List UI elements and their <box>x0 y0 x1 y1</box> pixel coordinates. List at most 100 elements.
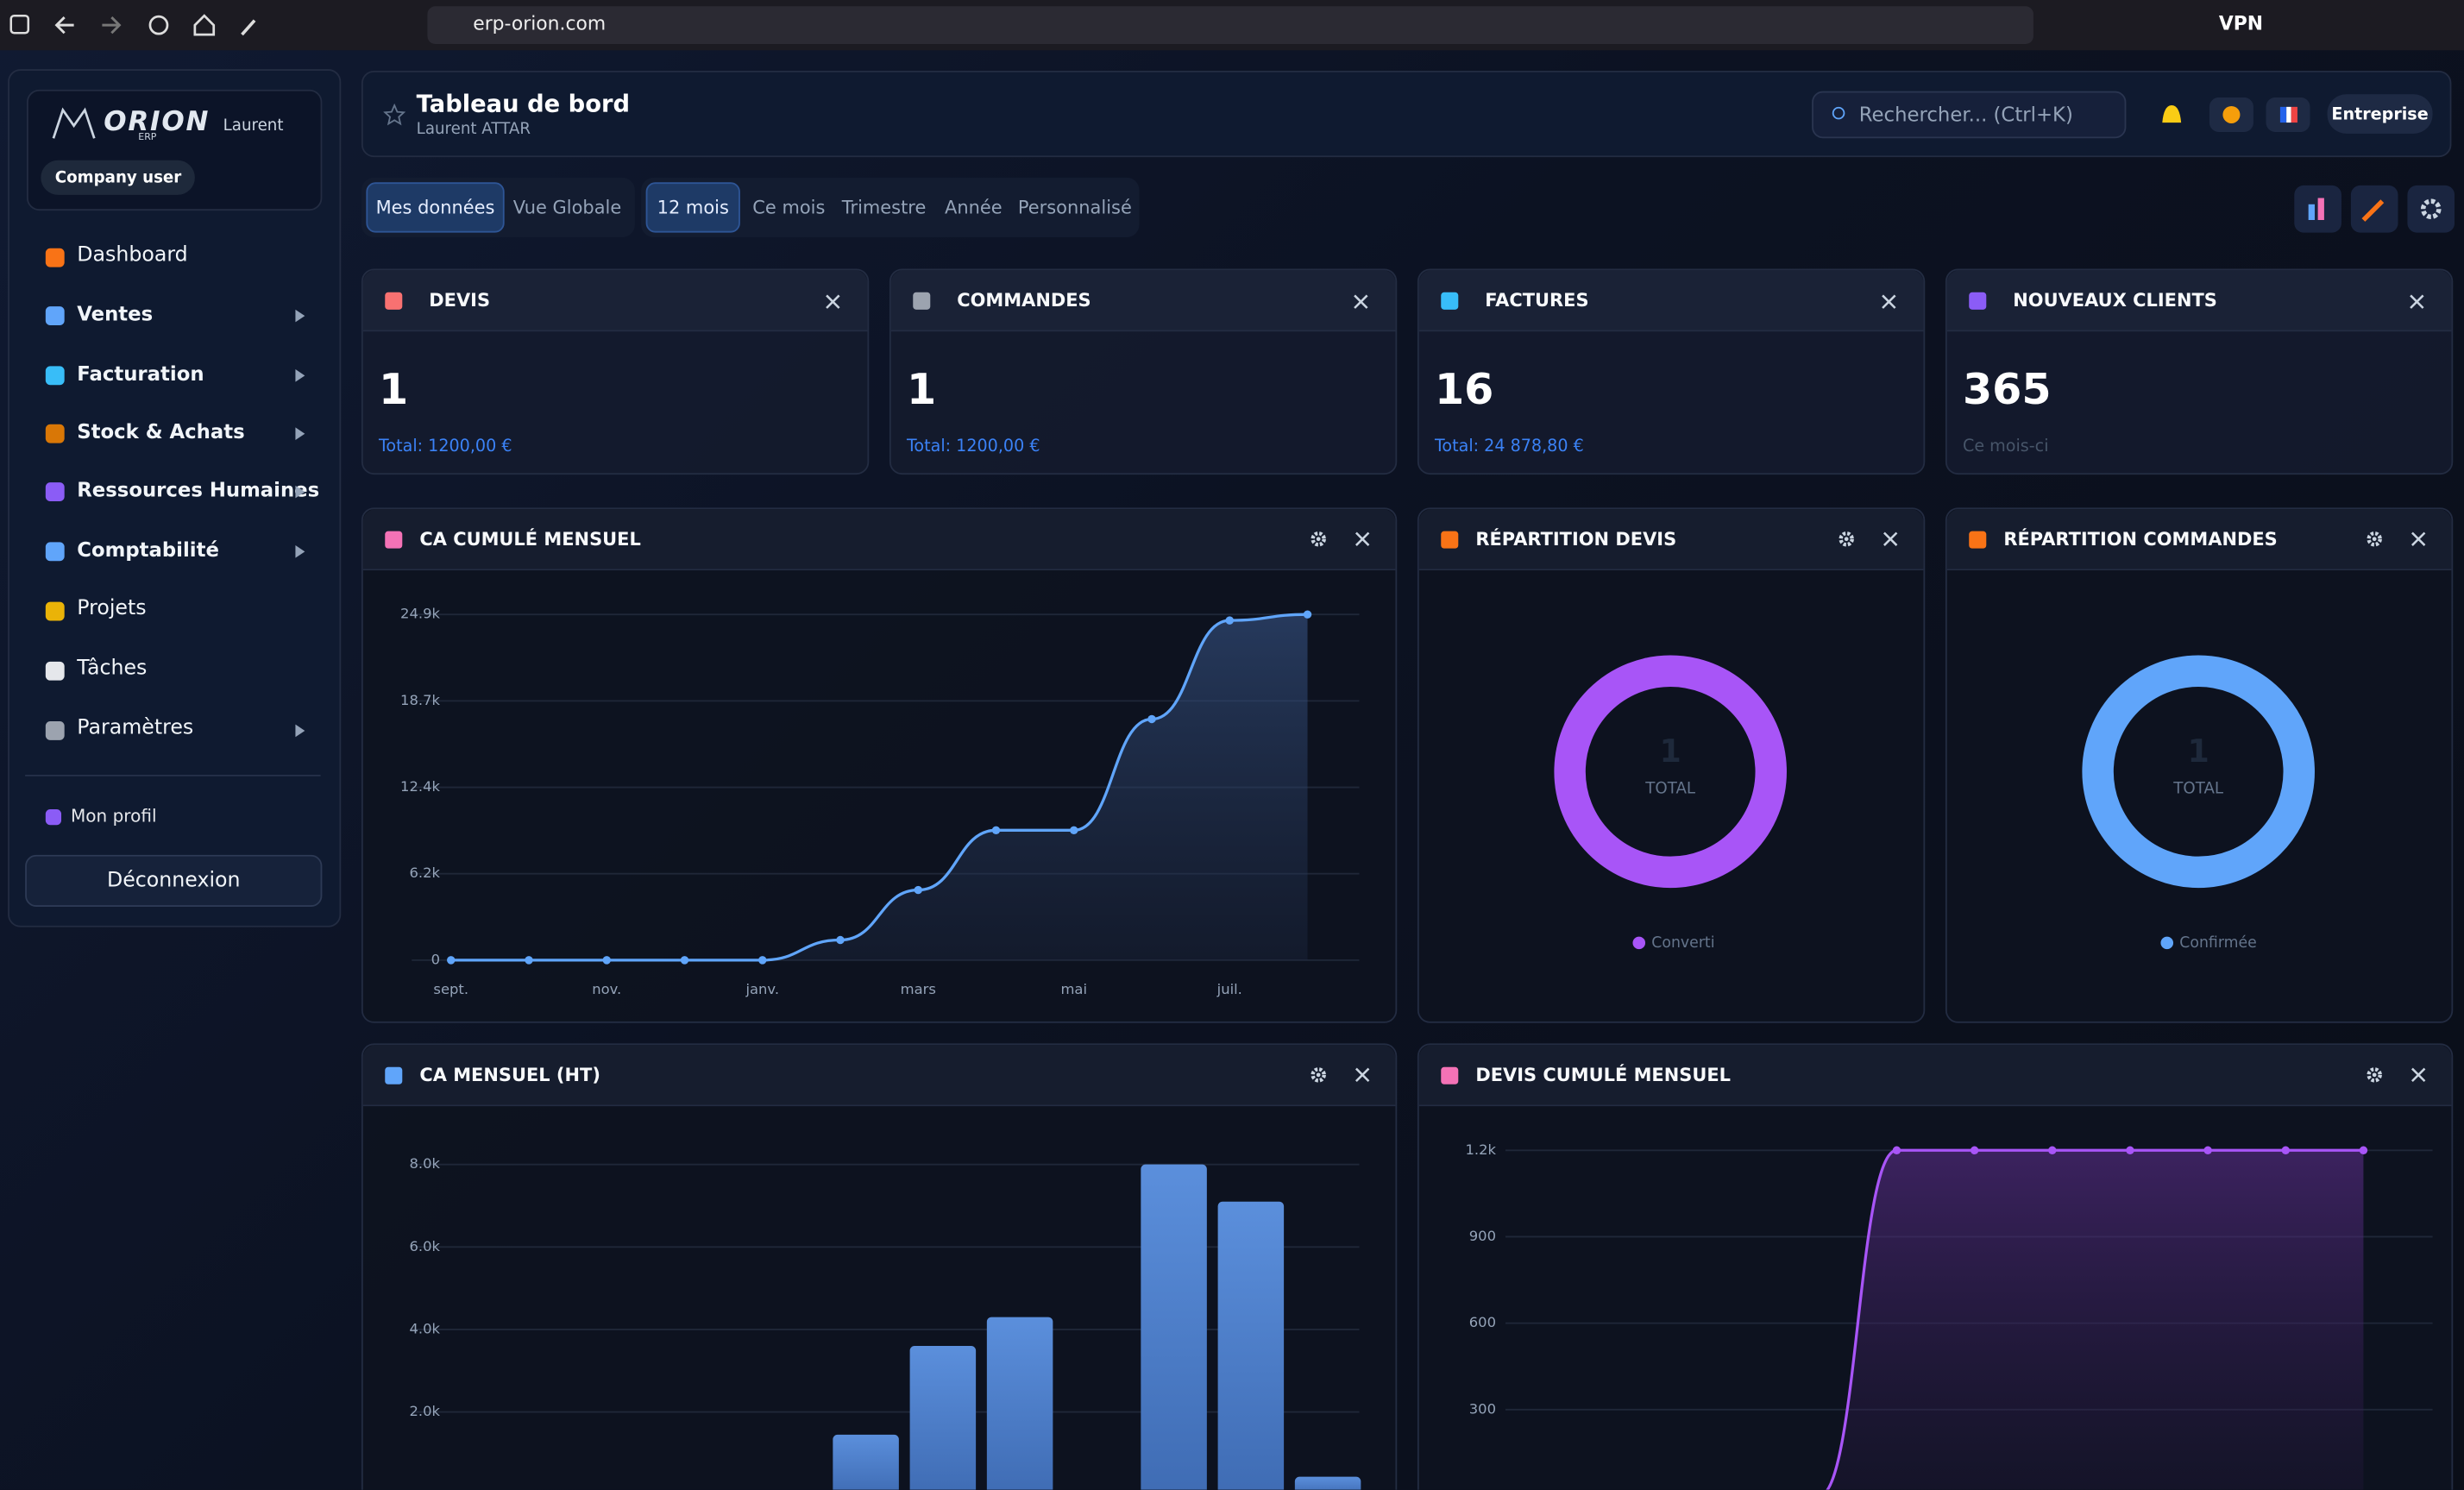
gear-icon[interactable] <box>1837 530 1856 549</box>
logout-button[interactable]: Déconnexion <box>25 854 323 907</box>
period-chip[interactable]: Ce mois <box>752 196 826 219</box>
kpi-value: 365 <box>1962 366 2052 415</box>
nav-icon <box>45 542 65 562</box>
submenu-arrow <box>295 485 305 499</box>
close-icon[interactable] <box>2409 530 2428 549</box>
nav-icon <box>45 661 65 681</box>
donut-total-label: TOTAL <box>2172 779 2224 797</box>
gear-icon[interactable] <box>2365 1066 2384 1084</box>
point <box>602 956 611 965</box>
scope-chip[interactable]: Mes données <box>366 182 505 233</box>
page-subtitle: Laurent ATTAR <box>416 121 531 139</box>
nav-item[interactable]: Comptabilité <box>77 537 219 562</box>
nav-icon <box>45 366 65 386</box>
period-chip[interactable]: Année <box>945 196 1003 219</box>
point <box>680 956 689 965</box>
period-chip[interactable]: 12 mois <box>645 182 740 233</box>
x-tick-label: juil. <box>1216 981 1242 997</box>
nav-item[interactable]: Ressources Humaines <box>77 477 320 502</box>
chart-icon <box>385 531 403 549</box>
toolbar-icons[interactable] <box>2291 184 2455 234</box>
kpi-title: DEVIS <box>429 289 491 311</box>
kpi-header <box>890 270 1396 332</box>
nav-icon <box>45 248 65 267</box>
favorite-star[interactable] <box>383 104 405 126</box>
x-tick-label: nov. <box>592 981 621 997</box>
legend-dot <box>2160 936 2174 950</box>
point <box>914 885 922 895</box>
chart-header <box>1946 509 2452 571</box>
legend-label: Converti <box>1651 934 1714 952</box>
y-tick-label: 12.4k <box>400 778 440 795</box>
company-button[interactable]: Entreprise <box>2327 94 2433 134</box>
kpi-icon <box>385 292 403 310</box>
donut-total: 1 <box>1660 732 1681 770</box>
search-icon <box>1832 106 1845 120</box>
url-text: erp-orion.com <box>473 12 607 35</box>
chart-icon <box>1441 531 1459 549</box>
period-chip[interactable]: Personnalisé <box>1017 196 1132 219</box>
search-box[interactable] <box>1812 91 2127 139</box>
close-icon[interactable] <box>1353 530 1372 549</box>
close-icon[interactable] <box>823 292 842 311</box>
period-chip[interactable]: Trimestre <box>841 196 927 219</box>
chart-icon <box>385 1066 403 1084</box>
kpi-value: 1 <box>906 366 937 415</box>
close-icon[interactable] <box>1353 1066 1372 1084</box>
y-tick-label: 2.0k <box>409 1403 440 1419</box>
bar <box>909 1346 977 1490</box>
logo-text: ORION <box>104 106 211 139</box>
point <box>1970 1146 1979 1155</box>
nav-icon <box>45 601 65 621</box>
chart-header <box>1418 1045 2452 1107</box>
vpn-label[interactable]: VPN <box>2218 12 2264 35</box>
url-bar[interactable] <box>427 6 2033 45</box>
bar <box>1141 1164 1207 1490</box>
kpi-header <box>362 270 868 332</box>
x-tick-label: mars <box>901 981 936 997</box>
point <box>2281 1146 2291 1155</box>
gear-icon[interactable] <box>2365 530 2384 549</box>
y-tick-label: 1.2k <box>1465 1141 1496 1158</box>
submenu-arrow <box>295 427 305 441</box>
profile-icon <box>45 809 62 826</box>
point <box>1070 826 1078 835</box>
point <box>758 956 767 965</box>
nav-item[interactable]: Ventes <box>77 301 154 326</box>
close-icon[interactable] <box>2409 1066 2428 1084</box>
kpi-icon <box>1441 292 1459 310</box>
profile-link[interactable]: Mon profil <box>70 806 157 827</box>
point <box>1303 610 1312 619</box>
chart-header <box>362 1045 1396 1107</box>
close-icon[interactable] <box>2407 292 2426 311</box>
y-tick-label: 24.9k <box>400 606 440 622</box>
x-tick-label: sept. <box>433 981 468 997</box>
kpi-title: FACTURES <box>1485 289 1589 311</box>
gear-icon[interactable] <box>1309 530 1328 549</box>
search-placeholder: Rechercher... (Ctrl+K) <box>1858 102 2073 126</box>
nav-item[interactable]: Tâches <box>77 657 148 681</box>
donut-total: 1 <box>2188 732 2209 770</box>
point <box>2126 1146 2134 1155</box>
nav-item[interactable]: Facturation <box>77 361 204 386</box>
y-tick-label: 18.7k <box>400 692 440 708</box>
chart-title: CA CUMULÉ MENSUEL <box>419 528 641 550</box>
header-icons <box>2162 97 2310 133</box>
nav-item[interactable]: Projets <box>77 597 147 621</box>
donut-segment <box>1554 655 1787 889</box>
bar <box>986 1317 1053 1490</box>
scope-chip[interactable]: Vue Globale <box>512 196 622 219</box>
chart-card <box>1945 507 2454 1023</box>
close-icon[interactable] <box>1351 292 1370 311</box>
kpi-header <box>1418 270 1924 332</box>
close-icon[interactable] <box>1879 292 1898 311</box>
point <box>1892 1146 1901 1155</box>
close-icon[interactable] <box>1881 530 1900 549</box>
gear-icon[interactable] <box>1309 1066 1328 1084</box>
nav-item[interactable]: Paramètres <box>77 716 194 740</box>
nav-item[interactable]: Stock & Achats <box>77 419 245 443</box>
bar <box>1294 1476 1361 1490</box>
nav-item[interactable]: Dashboard <box>77 243 188 267</box>
nav-icon <box>45 482 65 502</box>
